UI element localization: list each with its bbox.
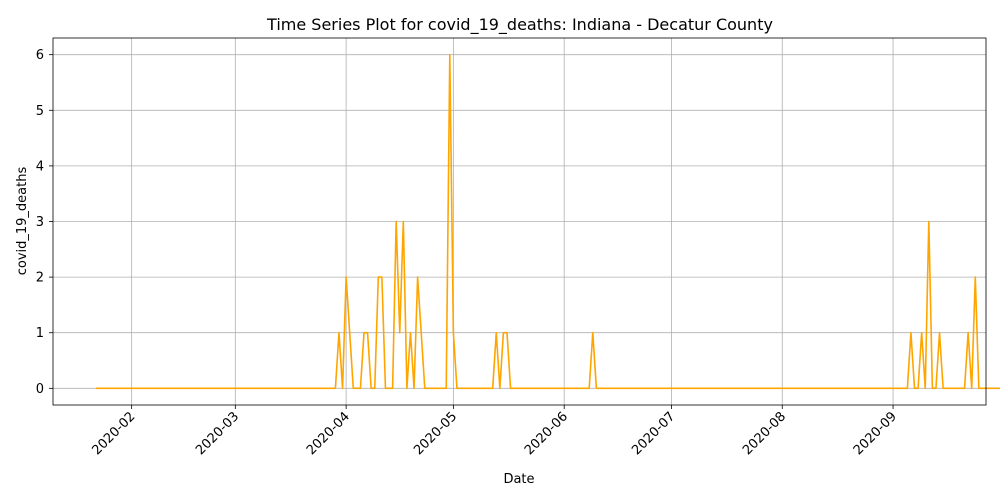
y-tick-label: 2: [36, 271, 44, 286]
x-tick-label: 2020-02: [89, 409, 138, 458]
axes-layer: 2020-02 2020-03 2020-04 2020-05 2020-06 2020-…: [36, 37, 987, 458]
plot-frame: [52, 37, 987, 406]
y-tick-label: 6: [36, 48, 44, 63]
chart-title: Time Series Plot for covid_19_deaths: In…: [266, 15, 773, 35]
y-axis-label: covid_19_deaths: [15, 167, 30, 276]
y-tick-label: 0: [36, 382, 44, 397]
y-tick-label: 1: [36, 326, 44, 341]
x-tick-label: 2020-08: [740, 409, 789, 458]
x-tick-label: 2020-09: [851, 409, 900, 458]
y-tick-label: 5: [36, 104, 44, 119]
x-tick-label: 2020-07: [629, 409, 678, 458]
y-tick-label: 3: [36, 215, 44, 230]
series-line: [95, 53, 1000, 390]
grid-layer: [53, 38, 986, 405]
x-tick-label: 2020-03: [193, 409, 242, 458]
x-tick-label: 2020-04: [304, 409, 353, 458]
y-tick-label: 4: [36, 159, 44, 174]
x-axis-label: Date: [503, 472, 534, 487]
series-layer: [95, 53, 1000, 390]
x-tick-label: 2020-06: [522, 409, 571, 458]
x-tick-label: 2020-05: [411, 409, 460, 458]
labels-layer: Time Series Plot for covid_19_deaths: In…: [15, 15, 773, 487]
